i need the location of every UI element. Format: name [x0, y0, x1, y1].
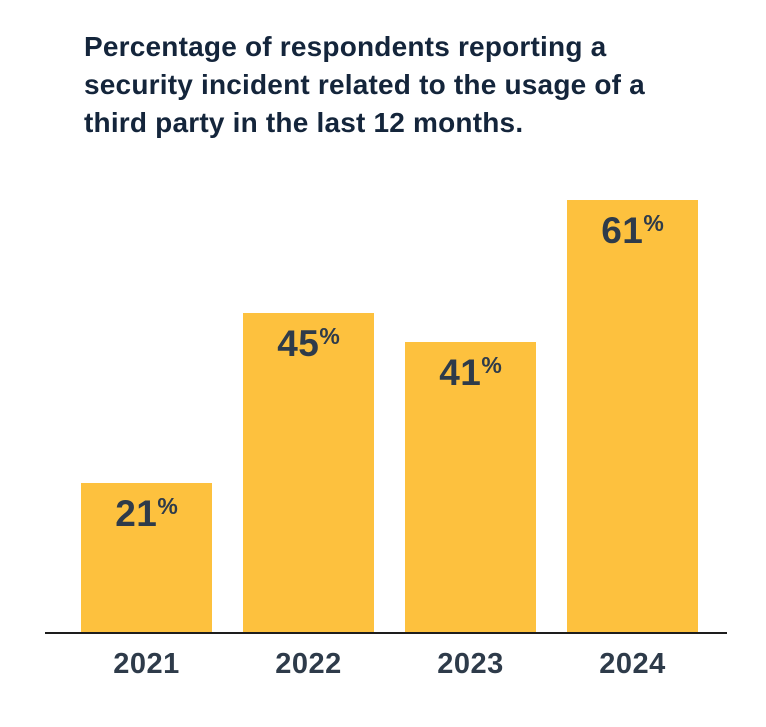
bar-2021: 21% — [81, 483, 212, 632]
bar-value-number: 41 — [439, 352, 482, 393]
bar-value-number: 21 — [115, 493, 158, 534]
bar-2023: 41% — [405, 342, 536, 632]
bar-value-label: 61% — [567, 200, 698, 251]
percent-sign: % — [157, 493, 178, 519]
bar-2024: 61% — [567, 200, 698, 632]
bar-value-number: 61 — [601, 210, 644, 251]
bar-value-label: 41% — [405, 342, 536, 393]
bar-value-label: 21% — [81, 483, 212, 534]
chart-title: Percentage of respondents reporting a se… — [84, 31, 645, 138]
percent-sign: % — [643, 210, 664, 236]
bar-value-label: 45% — [243, 313, 374, 364]
percent-sign: % — [481, 352, 502, 378]
x-tick-label-2024: 2024 — [599, 648, 666, 680]
x-tick-label-2021: 2021 — [113, 648, 180, 680]
x-axis-line — [45, 632, 727, 634]
percent-sign: % — [319, 323, 340, 349]
x-tick-label-2022: 2022 — [275, 648, 342, 680]
bar-value-number: 45 — [277, 323, 320, 364]
bar-2022: 45% — [243, 313, 374, 632]
x-tick-label-2023: 2023 — [437, 648, 504, 680]
